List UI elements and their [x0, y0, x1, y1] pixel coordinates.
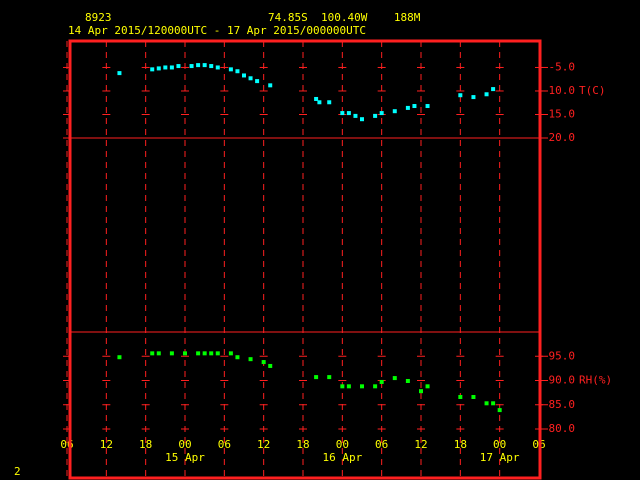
data-point: [156, 66, 161, 71]
y-tick-label: 80.0: [549, 422, 576, 435]
x-tick-label: 06: [218, 438, 231, 451]
y-tick-label: -10.0: [542, 84, 575, 97]
y-tick-label: -15.0: [542, 107, 575, 120]
y-tick-label: -20.0: [542, 131, 575, 144]
data-point: [235, 355, 240, 360]
date-label: 15 Apr: [165, 451, 205, 464]
data-point: [314, 375, 319, 380]
data-point: [202, 63, 207, 68]
data-point: [176, 64, 181, 69]
data-point: [150, 351, 155, 356]
data-point: [419, 389, 423, 394]
data-point: [471, 95, 476, 100]
data-point: [425, 384, 430, 389]
data-point: [215, 351, 220, 356]
data-point: [196, 63, 201, 68]
data-point: [189, 64, 194, 69]
x-tick-label: 18: [139, 438, 152, 451]
data-point: [235, 69, 240, 74]
data-point: [228, 351, 233, 356]
data-point: [458, 93, 463, 98]
x-tick-label: 12: [100, 438, 113, 451]
data-point: [117, 355, 122, 360]
x-tick-label: 00: [336, 438, 349, 451]
date-label: 16 Apr: [322, 451, 362, 464]
data-point: [209, 351, 214, 356]
data-point: [117, 71, 122, 76]
data-point: [360, 117, 364, 122]
data-point: [268, 83, 273, 88]
data-point: [327, 100, 332, 105]
y-tick-label: 85.0: [549, 398, 576, 411]
station-location: 74.85S 100.40W 188M: [268, 11, 421, 24]
x-tick-label: 00: [493, 438, 506, 451]
plot-frame: [68, 39, 542, 480]
data-point: [458, 394, 463, 399]
data-point: [150, 67, 155, 72]
data-point: [471, 394, 476, 399]
data-point: [340, 384, 345, 389]
data-point: [491, 401, 496, 406]
data-point: [373, 384, 378, 389]
data-point: [209, 64, 214, 69]
x-tick-label: 12: [257, 438, 270, 451]
data-point: [379, 379, 384, 384]
data-point: [169, 351, 174, 356]
data-point: [163, 65, 168, 70]
y-axis-label: T(C): [579, 84, 606, 97]
data-point: [327, 375, 332, 380]
x-tick-label: 12: [414, 438, 427, 451]
data-point: [202, 351, 207, 356]
station-id: 8923: [85, 11, 112, 24]
data-point: [484, 401, 489, 406]
data-point: [346, 384, 351, 389]
data-point: [255, 79, 260, 84]
data-point: [405, 378, 410, 383]
x-tick-label: 18: [296, 438, 309, 451]
data-point: [261, 360, 266, 365]
data-point: [215, 65, 220, 70]
data-point: [169, 65, 174, 70]
data-point: [346, 111, 351, 116]
data-point: [314, 96, 319, 101]
data-point: [484, 92, 489, 97]
data-point: [379, 111, 384, 116]
data-point: [228, 67, 233, 72]
data-point: [340, 111, 345, 116]
data-point: [156, 351, 161, 356]
x-tick-label: 18: [454, 438, 467, 451]
y-tick-label: -5.0: [549, 60, 576, 73]
data-point: [405, 105, 410, 110]
data-point: [268, 363, 273, 368]
data-point: [491, 87, 496, 92]
x-tick-label: 00: [178, 438, 191, 451]
y-tick-label: 95.0: [549, 349, 576, 362]
data-point: [497, 408, 502, 413]
data-point: [196, 351, 201, 356]
data-point: [183, 351, 187, 356]
data-point: [248, 76, 253, 81]
x-tick-label: 06: [375, 438, 388, 451]
x-tick-label: 06: [60, 438, 73, 451]
data-point: [392, 376, 397, 381]
data-point: [248, 357, 253, 362]
date-label: 17 Apr: [480, 451, 520, 464]
data-point: [425, 104, 430, 109]
y-axis-label: RH(%): [579, 374, 612, 387]
time-period: 14 Apr 2015/120000UTC - 17 Apr 2015/0000…: [68, 24, 366, 37]
data-point: [242, 73, 246, 78]
data-point: [373, 113, 378, 118]
data-point: [353, 113, 358, 118]
data-point: [412, 104, 417, 109]
data-point: [317, 100, 322, 105]
page-number: 2: [14, 465, 21, 478]
data-point: [360, 384, 364, 389]
data-point: [392, 109, 397, 114]
y-tick-label: 90.0: [549, 374, 576, 387]
